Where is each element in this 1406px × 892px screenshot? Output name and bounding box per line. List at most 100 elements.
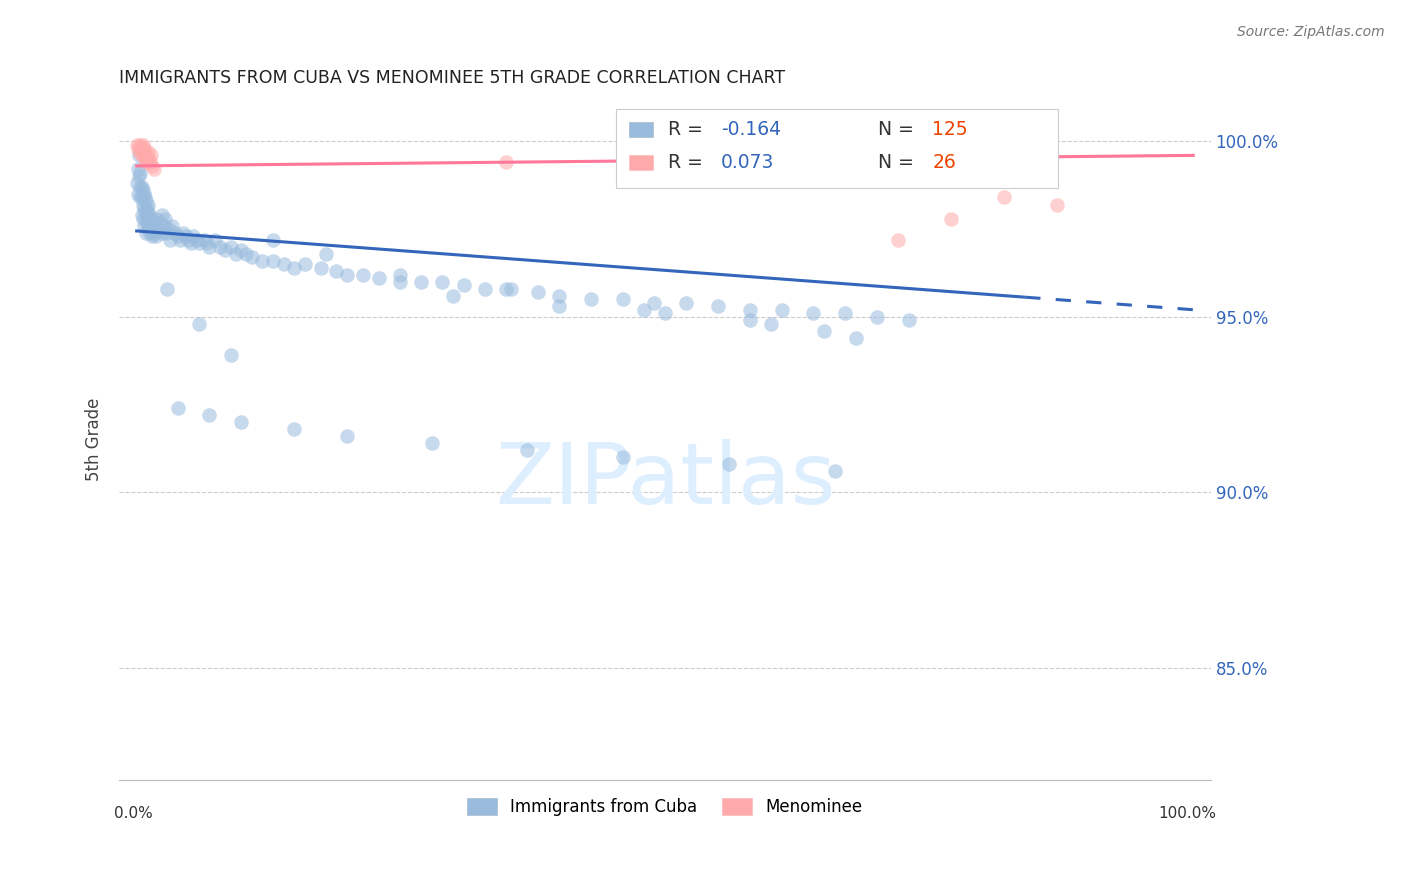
Text: Source: ZipAtlas.com: Source: ZipAtlas.com — [1237, 25, 1385, 39]
Point — [759, 317, 782, 331]
Point — [633, 302, 655, 317]
Point — [127, 137, 149, 152]
Point — [138, 208, 160, 222]
Bar — [628, 155, 652, 170]
Point — [813, 324, 835, 338]
Point — [219, 349, 242, 363]
Point — [143, 162, 166, 177]
Point — [136, 145, 159, 159]
Point — [654, 306, 676, 320]
Point — [134, 190, 156, 204]
Text: 100.0%: 100.0% — [1159, 805, 1216, 821]
Point — [845, 331, 868, 345]
Point — [131, 141, 153, 155]
Point — [156, 282, 179, 296]
Text: R =: R = — [668, 153, 709, 172]
Point — [174, 229, 197, 244]
Point — [131, 180, 153, 194]
Point — [135, 201, 157, 215]
Point — [152, 219, 174, 233]
Point — [897, 313, 920, 327]
Point — [141, 229, 163, 244]
Point — [252, 253, 274, 268]
Point — [834, 306, 856, 320]
Point — [501, 282, 523, 296]
Point — [612, 450, 634, 465]
Point — [219, 240, 242, 254]
Point — [180, 236, 202, 251]
Point — [148, 215, 170, 229]
Point — [186, 233, 208, 247]
Point — [135, 194, 157, 208]
Point — [309, 260, 332, 275]
Point — [169, 233, 191, 247]
Point — [162, 219, 184, 233]
Point — [707, 299, 730, 313]
Point — [229, 415, 252, 429]
Point — [127, 141, 149, 155]
Point — [993, 190, 1015, 204]
Point — [135, 215, 157, 229]
Point — [135, 226, 157, 240]
Point — [129, 137, 152, 152]
Point — [132, 186, 155, 201]
Point — [195, 236, 218, 251]
Point — [135, 148, 157, 162]
Point — [177, 233, 200, 247]
Point — [142, 222, 165, 236]
Point — [150, 208, 173, 222]
Text: N =: N = — [877, 120, 920, 139]
Point — [138, 219, 160, 233]
Text: -0.164: -0.164 — [721, 120, 780, 139]
Point — [139, 155, 162, 169]
Point — [352, 268, 374, 282]
Point — [145, 229, 167, 244]
Point — [336, 429, 359, 443]
Point — [294, 257, 316, 271]
Point — [824, 464, 846, 478]
Point — [139, 211, 162, 226]
Point — [141, 219, 163, 233]
Point — [132, 148, 155, 162]
Point — [135, 155, 157, 169]
Point — [136, 222, 159, 236]
Point — [273, 257, 295, 271]
Text: 26: 26 — [932, 153, 956, 172]
Point — [336, 268, 359, 282]
Point — [131, 211, 153, 226]
Point — [441, 289, 464, 303]
Point — [132, 141, 155, 155]
Point — [208, 240, 231, 254]
Point — [367, 271, 389, 285]
Point — [141, 159, 163, 173]
Point — [887, 233, 910, 247]
Point — [135, 152, 157, 166]
Point — [738, 302, 761, 317]
Point — [139, 148, 162, 162]
Point — [643, 295, 665, 310]
Point — [131, 137, 153, 152]
Point — [136, 204, 159, 219]
Point — [127, 186, 149, 201]
Point — [131, 197, 153, 211]
Point — [235, 246, 257, 260]
Point — [139, 222, 162, 236]
Point — [172, 226, 194, 240]
Text: R =: R = — [668, 120, 709, 139]
Point — [139, 226, 162, 240]
Point — [129, 180, 152, 194]
Point — [128, 169, 150, 184]
Point — [128, 148, 150, 162]
Point — [128, 145, 150, 159]
Point — [134, 204, 156, 219]
Point — [187, 236, 209, 251]
Point — [389, 268, 412, 282]
Legend: Immigrants from Cuba, Menominee: Immigrants from Cuba, Menominee — [460, 791, 869, 823]
Point — [717, 458, 740, 472]
Point — [145, 211, 167, 226]
Point — [148, 222, 170, 236]
Point — [548, 299, 571, 313]
Point — [225, 246, 247, 260]
Point — [675, 295, 697, 310]
Point — [939, 211, 962, 226]
